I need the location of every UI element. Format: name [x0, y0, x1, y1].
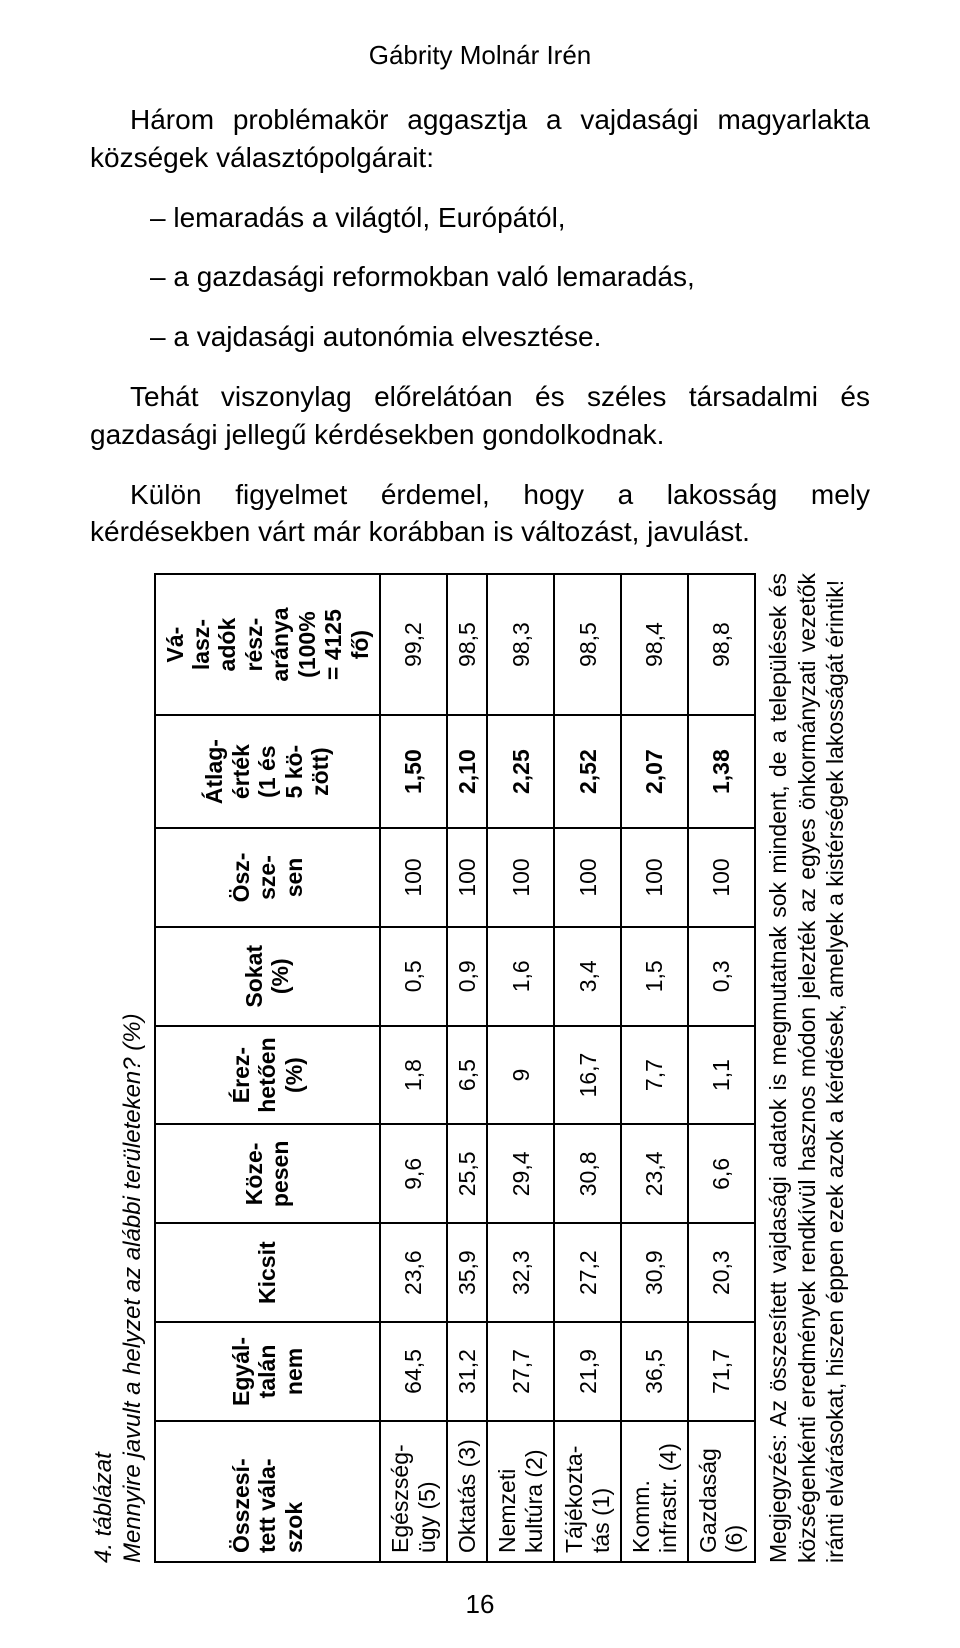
- cell: 30,8: [554, 1125, 621, 1224]
- cell: 1,1: [688, 1026, 755, 1125]
- cell: 100: [688, 828, 755, 927]
- table-caption-num: 4. táblázat: [90, 1452, 117, 1563]
- cell: 0,9: [447, 927, 487, 1026]
- table-caption: 4. táblázat Mennyire javult a helyzet az…: [90, 573, 148, 1563]
- cell: 98,5: [447, 574, 487, 715]
- col-4: Érez-hetően(%): [155, 1026, 381, 1125]
- cell: 6,6: [688, 1125, 755, 1224]
- cell: 100: [554, 828, 621, 927]
- col-7: Átlag-érték(1 és5 kö-zött): [155, 715, 381, 828]
- cell: 27,7: [487, 1322, 554, 1421]
- cell: 0,5: [380, 927, 447, 1026]
- cell: 32,3: [487, 1223, 554, 1322]
- row-label: Egészség-ügy (5): [380, 1421, 447, 1562]
- col-3: Köze-pesen: [155, 1125, 381, 1224]
- cell: 35,9: [447, 1223, 487, 1322]
- cell: 20,3: [688, 1223, 755, 1322]
- table-caption-title: Mennyire javult a helyzet az alábbi terü…: [119, 1014, 146, 1564]
- col-5: Sokat(%): [155, 927, 381, 1026]
- cell: 30,9: [621, 1223, 688, 1322]
- bullet-2: – a gazdasági reformokban való lemaradás…: [90, 258, 870, 296]
- page-number: 16: [0, 1589, 960, 1620]
- table-row: Nemzetikultúra (2) 27,7 32,3 29,4 9 1,6 …: [487, 574, 554, 1562]
- cell: 23,4: [621, 1125, 688, 1224]
- cell-avg: 2,10: [447, 715, 487, 828]
- col-stub: Összesí-tett vála-szok: [155, 1421, 381, 1562]
- cell: 0,3: [688, 927, 755, 1026]
- table-row: Komm.infrastr. (4) 36,5 30,9 23,4 7,7 1,…: [621, 574, 688, 1562]
- col-2: Kicsit: [155, 1223, 381, 1322]
- table-header-row: Összesí-tett vála-szok Egyál-talánnem Ki…: [155, 574, 381, 1562]
- row-label: Komm.infrastr. (4): [621, 1421, 688, 1562]
- cell: 100: [380, 828, 447, 927]
- bullet-1: – lemaradás a világtól, Európától,: [90, 199, 870, 237]
- col-8: Vá-lasz-adókrész-aránya(100%= 4125fő): [155, 574, 381, 715]
- cell: 36,5: [621, 1322, 688, 1421]
- bullet-3: – a vajdasági autonómia elvesztése.: [90, 318, 870, 356]
- cell: 98,4: [621, 574, 688, 715]
- table-row: Tájékozta-tás (1) 21,9 27,2 30,8 16,7 3,…: [554, 574, 621, 1562]
- table-block: 4. táblázat Mennyire javult a helyzet az…: [90, 573, 870, 1563]
- col-6: Ösz-sze-sen: [155, 828, 381, 927]
- para-1-tail: Tehát viszonylag előrelátóan és széles t…: [90, 378, 870, 454]
- table-footnote: Megjegyzés: Az összesített vajdasági ada…: [764, 573, 850, 1563]
- row-label: Gazdaság(6): [688, 1421, 755, 1562]
- cell: 9: [487, 1026, 554, 1125]
- cell: 99,2: [380, 574, 447, 715]
- rotated-table-wrapper: 4. táblázat Mennyire javult a helyzet az…: [90, 573, 870, 1563]
- row-label: Nemzetikultúra (2): [487, 1421, 554, 1562]
- cell-avg: 1,50: [380, 715, 447, 828]
- cell: 3,4: [554, 927, 621, 1026]
- cell: 1,5: [621, 927, 688, 1026]
- cell: 98,3: [487, 574, 554, 715]
- cell: 100: [621, 828, 688, 927]
- cell: 64,5: [380, 1322, 447, 1421]
- cell: 16,7: [554, 1026, 621, 1125]
- cell: 71,7: [688, 1322, 755, 1421]
- para-2: Külön figyelmet érdemel, hogy a lakosság…: [90, 476, 870, 552]
- data-table: Összesí-tett vála-szok Egyál-talánnem Ki…: [154, 573, 756, 1563]
- cell: 31,2: [447, 1322, 487, 1421]
- para-1-lead: Három problémakör aggasztja a vajdasági …: [90, 101, 870, 177]
- cell: 100: [487, 828, 554, 927]
- cell-avg: 2,25: [487, 715, 554, 828]
- row-label: Oktatás (3): [447, 1421, 487, 1562]
- cell: 98,5: [554, 574, 621, 715]
- col-1: Egyál-talánnem: [155, 1322, 381, 1421]
- cell: 1,8: [380, 1026, 447, 1125]
- cell: 98,8: [688, 574, 755, 715]
- table-row: Gazdaság(6) 71,7 20,3 6,6 1,1 0,3 100 1,…: [688, 574, 755, 1562]
- cell: 9,6: [380, 1125, 447, 1224]
- cell: 100: [447, 828, 487, 927]
- cell: 23,6: [380, 1223, 447, 1322]
- cell: 27,2: [554, 1223, 621, 1322]
- running-head: Gábrity Molnár Irén: [90, 40, 870, 71]
- cell-avg: 1,38: [688, 715, 755, 828]
- cell: 29,4: [487, 1125, 554, 1224]
- cell: 25,5: [447, 1125, 487, 1224]
- row-label: Tájékozta-tás (1): [554, 1421, 621, 1562]
- cell: 21,9: [554, 1322, 621, 1421]
- table-row: Oktatás (3) 31,2 35,9 25,5 6,5 0,9 100 2…: [447, 574, 487, 1562]
- cell: 6,5: [447, 1026, 487, 1125]
- cell: 7,7: [621, 1026, 688, 1125]
- cell-avg: 2,07: [621, 715, 688, 828]
- cell: 1,6: [487, 927, 554, 1026]
- cell-avg: 2,52: [554, 715, 621, 828]
- table-row: Egészség-ügy (5) 64,5 23,6 9,6 1,8 0,5 1…: [380, 574, 447, 1562]
